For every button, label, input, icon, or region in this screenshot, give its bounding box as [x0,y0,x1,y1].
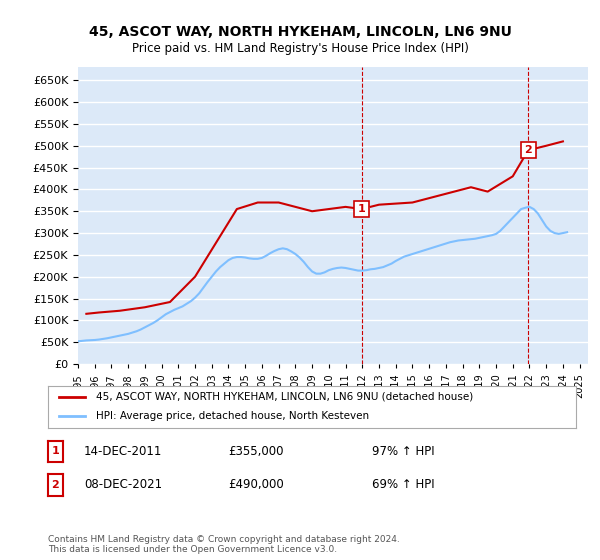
Text: £355,000: £355,000 [228,445,284,458]
Text: Contains HM Land Registry data © Crown copyright and database right 2024.
This d: Contains HM Land Registry data © Crown c… [48,535,400,554]
Text: 1: 1 [52,446,59,456]
Text: 97% ↑ HPI: 97% ↑ HPI [372,445,434,458]
Text: £490,000: £490,000 [228,478,284,492]
Text: 14-DEC-2011: 14-DEC-2011 [84,445,163,458]
Text: 45, ASCOT WAY, NORTH HYKEHAM, LINCOLN, LN6 9NU (detached house): 45, ASCOT WAY, NORTH HYKEHAM, LINCOLN, L… [95,392,473,402]
Text: 45, ASCOT WAY, NORTH HYKEHAM, LINCOLN, LN6 9NU: 45, ASCOT WAY, NORTH HYKEHAM, LINCOLN, L… [89,25,511,39]
Text: 2: 2 [52,480,59,490]
Text: 1: 1 [358,204,365,214]
Text: Price paid vs. HM Land Registry's House Price Index (HPI): Price paid vs. HM Land Registry's House … [131,42,469,55]
Text: 69% ↑ HPI: 69% ↑ HPI [372,478,434,492]
Text: HPI: Average price, detached house, North Kesteven: HPI: Average price, detached house, Nort… [95,411,368,421]
Text: 08-DEC-2021: 08-DEC-2021 [84,478,162,492]
Text: 2: 2 [524,145,532,155]
